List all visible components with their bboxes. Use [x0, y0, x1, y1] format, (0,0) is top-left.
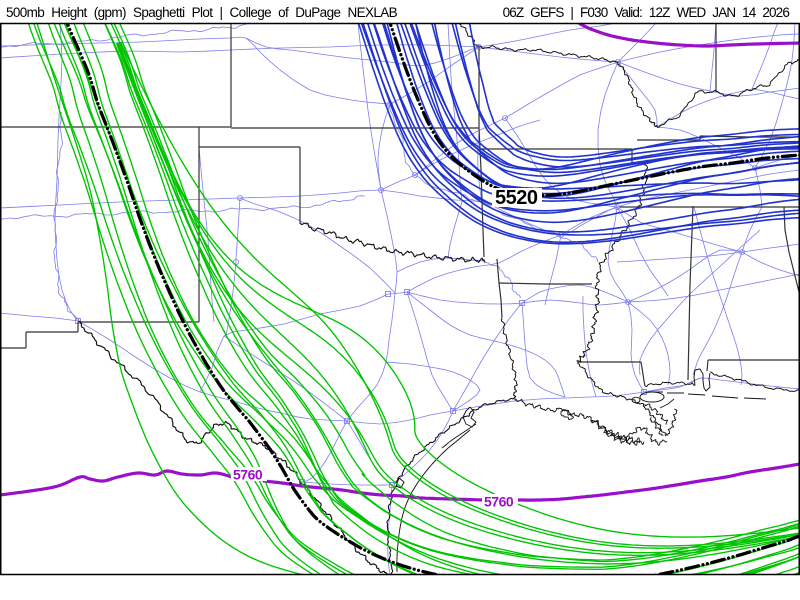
svg-text:5760: 5760: [233, 467, 263, 483]
svg-text:5760: 5760: [484, 494, 514, 510]
svg-text:5520: 5520: [495, 187, 538, 209]
